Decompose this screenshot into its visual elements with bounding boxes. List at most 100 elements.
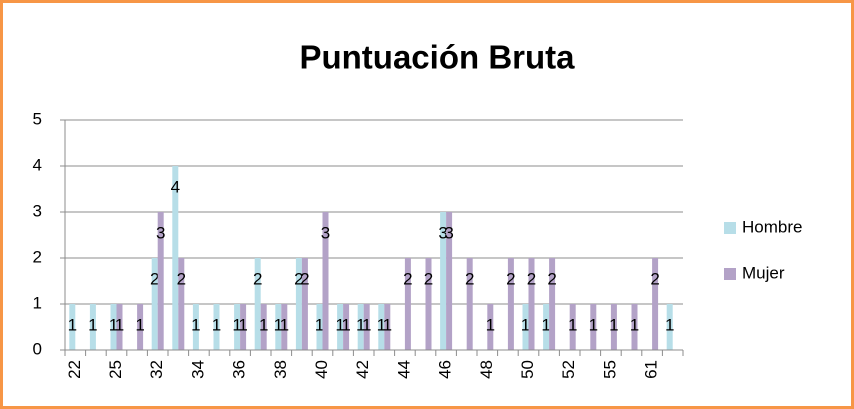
x-tick-label: 25	[106, 360, 125, 379]
data-label: 1	[280, 315, 289, 334]
bar	[254, 258, 261, 350]
y-tick-label: 2	[33, 247, 42, 266]
bar	[446, 212, 453, 350]
data-label: 1	[315, 315, 324, 334]
bar	[322, 212, 329, 350]
bar	[337, 304, 344, 350]
bar	[110, 304, 117, 350]
data-label: 1	[191, 315, 200, 334]
bar	[363, 304, 370, 350]
bar	[316, 304, 323, 350]
data-label: 1	[486, 315, 495, 334]
x-tick-label: 34	[188, 360, 207, 379]
bar	[507, 258, 514, 350]
bar	[378, 304, 385, 350]
data-label: 2	[150, 269, 159, 288]
data-label: 2	[547, 269, 556, 288]
bar	[610, 304, 617, 350]
data-label: 1	[665, 315, 674, 334]
data-label: 1	[383, 315, 392, 334]
data-label: 3	[438, 223, 447, 242]
bar	[543, 304, 550, 350]
bar	[89, 304, 96, 350]
x-tick-label: 36	[230, 360, 249, 379]
data-label: 1	[88, 315, 97, 334]
bar	[528, 258, 535, 350]
data-label: 2	[527, 269, 536, 288]
legend-label: Mujer	[742, 263, 785, 282]
x-tick-label: 52	[559, 360, 578, 379]
data-label: 2	[253, 269, 262, 288]
x-tick-label: 38	[271, 360, 290, 379]
bar	[466, 258, 473, 350]
data-label: 3	[321, 223, 330, 242]
data-label: 1	[568, 315, 577, 334]
bar	[260, 304, 267, 350]
bar	[116, 304, 123, 350]
bar	[357, 304, 364, 350]
data-label: 1	[521, 315, 530, 334]
legend-swatch	[724, 222, 736, 234]
bar	[487, 304, 494, 350]
bar	[652, 258, 659, 350]
y-tick-label: 1	[33, 293, 42, 312]
y-tick-label: 0	[33, 339, 42, 358]
bar	[631, 304, 638, 350]
data-label: 1	[341, 315, 350, 334]
data-label: 1	[274, 315, 283, 334]
x-tick-label: 50	[518, 360, 537, 379]
data-label: 1	[109, 315, 118, 334]
data-label: 3	[156, 223, 165, 242]
bar	[295, 258, 302, 350]
bar	[522, 304, 529, 350]
data-label: 1	[212, 315, 221, 334]
bar	[440, 212, 447, 350]
x-tick-label: 22	[65, 360, 84, 379]
x-tick-label: 42	[353, 360, 372, 379]
data-label: 2	[300, 269, 309, 288]
x-tick-label: 32	[147, 360, 166, 379]
legend-label: Hombre	[742, 217, 802, 236]
bar	[151, 258, 158, 350]
y-tick-label: 5	[33, 109, 42, 128]
x-tick-label: 46	[436, 360, 455, 379]
data-label: 2	[177, 269, 186, 288]
data-label: 1	[589, 315, 598, 334]
bar	[569, 304, 576, 350]
bar	[157, 212, 164, 350]
bar	[192, 304, 199, 350]
data-label: 2	[465, 269, 474, 288]
bar	[213, 304, 220, 350]
chart-title: Puntuación Bruta	[299, 39, 575, 76]
data-label: 1	[541, 315, 550, 334]
data-label: 1	[115, 315, 124, 334]
bar	[69, 304, 76, 350]
bar	[137, 304, 144, 350]
y-tick-label: 4	[33, 155, 42, 174]
data-label: 2	[506, 269, 515, 288]
bar	[301, 258, 308, 350]
data-label: 4	[171, 177, 180, 196]
data-label: 1	[609, 315, 618, 334]
data-label: 2	[650, 269, 659, 288]
bar	[384, 304, 391, 350]
bar	[234, 304, 241, 350]
bar	[281, 304, 288, 350]
data-label: 1	[356, 315, 365, 334]
data-label: 2	[294, 269, 303, 288]
data-label: 2	[424, 269, 433, 288]
data-label: 1	[238, 315, 247, 334]
data-label: 3	[444, 223, 453, 242]
bar	[178, 258, 185, 350]
bar	[425, 258, 432, 350]
data-label: 1	[232, 315, 241, 334]
bar	[404, 258, 411, 350]
data-label: 1	[259, 315, 268, 334]
x-tick-label: 48	[477, 360, 496, 379]
bar	[590, 304, 597, 350]
x-tick-label: 44	[394, 360, 413, 379]
bar	[240, 304, 247, 350]
x-tick-label: 40	[312, 360, 331, 379]
data-label: 1	[630, 315, 639, 334]
data-label: 1	[135, 315, 144, 334]
